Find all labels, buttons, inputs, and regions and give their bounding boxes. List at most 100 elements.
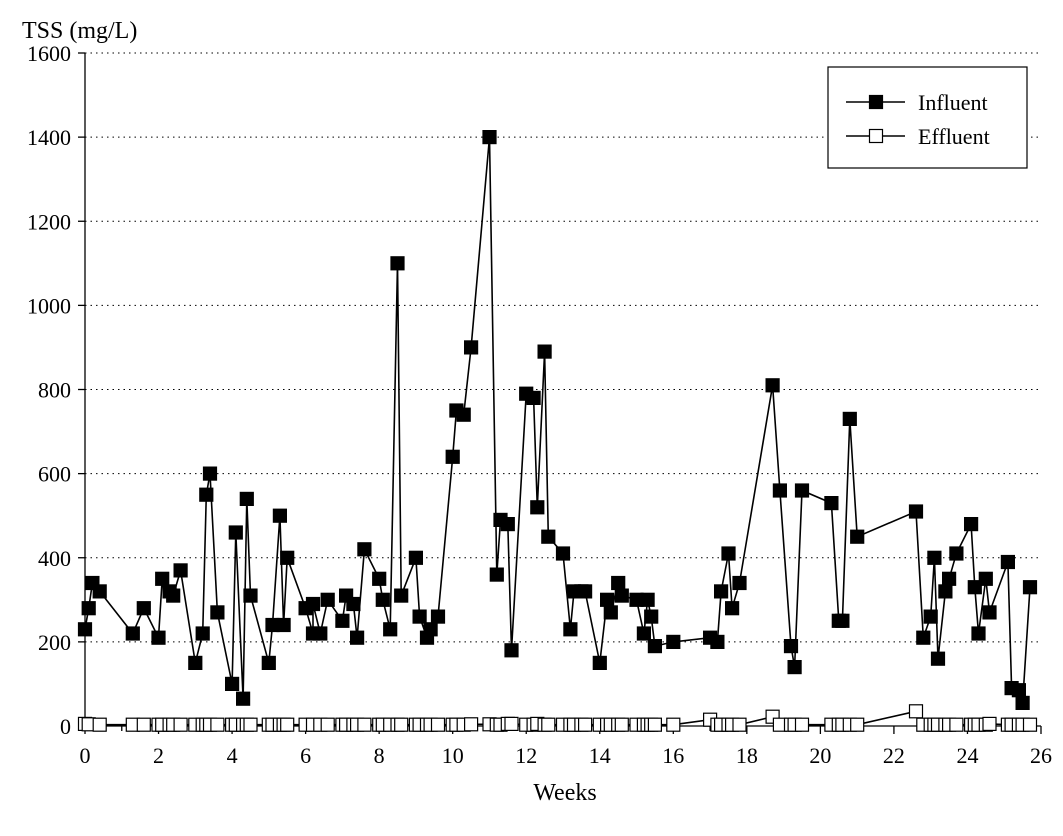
- influent-marker-33: [346, 596, 361, 612]
- influent-marker-68: [611, 575, 626, 591]
- effluent-marker-84: [794, 717, 810, 732]
- influent-marker-85: [787, 659, 802, 675]
- influent-marker-92: [908, 504, 924, 519]
- effluent-marker-33: [357, 717, 372, 732]
- influent-marker-66: [599, 592, 615, 607]
- y-tick-label-800: 800: [38, 378, 71, 403]
- legend-label-effluent: Effluent: [918, 124, 990, 149]
- effluent-marker-107: [1022, 717, 1038, 732]
- influent-marker-39: [390, 256, 405, 271]
- y-tick-label-0: 0: [60, 714, 71, 739]
- influent-marker-99: [949, 546, 964, 561]
- influent-marker-77: [710, 634, 725, 650]
- influent-marker-5: [136, 601, 151, 616]
- effluent-marker-57: [541, 717, 556, 732]
- influent-marker-79: [721, 546, 736, 561]
- influent-marker-73: [644, 609, 659, 624]
- influent-marker-30: [320, 592, 335, 607]
- effluent-marker-47: [464, 717, 479, 732]
- influent-marker-60: [555, 546, 571, 561]
- influent-marker-81: [732, 575, 747, 591]
- y-tick-label-400: 400: [38, 546, 71, 571]
- effluent-marker-89: [850, 717, 865, 732]
- influent-marker-53: [500, 516, 515, 532]
- influent-marker-49: [464, 340, 479, 355]
- influent-marker-24: [276, 617, 291, 633]
- influent-marker-93: [916, 630, 931, 645]
- influent-marker-4: [125, 626, 140, 641]
- influent-marker-102: [971, 626, 986, 641]
- influent-marker-83: [772, 483, 788, 498]
- influent-marker-71: [636, 626, 652, 641]
- x-tick-label-0: 0: [80, 743, 91, 768]
- influent-marker-10: [173, 563, 188, 578]
- influent-marker-59: [541, 529, 556, 544]
- influent-marker-101: [967, 580, 982, 595]
- influent-marker-56: [526, 390, 541, 405]
- influent-marker-65: [592, 655, 607, 671]
- influent-marker-61: [563, 622, 578, 637]
- influent-marker-3: [92, 584, 107, 599]
- influent-marker-96: [930, 651, 946, 666]
- effluent-marker-2: [92, 717, 107, 732]
- effluent-marker-19: [243, 717, 258, 732]
- x-tick-label-20: 20: [809, 743, 831, 768]
- influent-marker-38: [383, 622, 398, 637]
- legend-marker-influent: [868, 94, 884, 110]
- series-influent: [77, 130, 1038, 711]
- effluent-marker-97: [949, 717, 964, 732]
- influent-marker-72: [640, 592, 655, 607]
- influent-marker-6: [151, 630, 166, 645]
- influent-marker-45: [430, 609, 446, 624]
- x-tick-label-4: 4: [227, 743, 238, 768]
- effluent-marker-73: [666, 717, 681, 732]
- influent-marker-90: [842, 411, 857, 426]
- influent-marker-9: [166, 588, 181, 603]
- influent-marker-95: [927, 550, 942, 565]
- x-tick-label-14: 14: [589, 743, 611, 768]
- influent-marker-37: [375, 592, 390, 607]
- influent-marker-89: [835, 613, 850, 628]
- effluent-marker-28: [320, 717, 335, 732]
- legend-box: [827, 66, 1028, 169]
- influent-marker-35: [357, 542, 372, 557]
- x-tick-label-16: 16: [662, 743, 684, 768]
- x-tick-label-6: 6: [300, 743, 311, 768]
- legend-marker-effluent: [868, 128, 884, 144]
- x-tick-label-22: 22: [883, 743, 905, 768]
- x-axis-title: Weeks: [533, 780, 596, 806]
- influent-marker-97: [938, 584, 953, 599]
- effluent-marker-38: [394, 717, 409, 732]
- influent-marker-7: [155, 571, 170, 586]
- influent-marker-36: [372, 571, 387, 586]
- y-tick-label-1000: 1000: [27, 293, 71, 318]
- influent-marker-50: [482, 130, 497, 145]
- influent-marker-104: [982, 605, 997, 620]
- influent-marker-23: [272, 508, 287, 523]
- effluent-marker-43: [430, 717, 446, 732]
- influent-marker-109: [1022, 580, 1038, 595]
- y-axis-title: TSS (mg/L): [22, 18, 137, 44]
- influent-marker-108: [1015, 695, 1030, 711]
- y-tick-label-1400: 1400: [27, 125, 71, 150]
- influent-marker-84: [783, 638, 799, 654]
- influent-marker-48: [456, 407, 471, 422]
- influent-marker-14: [202, 466, 218, 481]
- influent-marker-19: [239, 491, 254, 506]
- influent-marker-51: [489, 567, 504, 582]
- influent-marker-21: [261, 655, 276, 671]
- influent-marker-40: [394, 588, 409, 603]
- influent-marker-100: [963, 516, 979, 532]
- effluent-marker-24: [280, 717, 295, 732]
- influent-marker-87: [824, 496, 839, 511]
- influent-marker-105: [1000, 554, 1016, 570]
- influent-marker-12: [195, 626, 210, 641]
- influent-marker-74: [647, 638, 663, 654]
- effluent-marker-4: [136, 717, 151, 732]
- influent-marker-28: [305, 596, 321, 612]
- influent-marker-0: [77, 622, 93, 637]
- influent-marker-34: [350, 630, 365, 645]
- influent-marker-58: [537, 344, 552, 359]
- x-tick-label-26: 26: [1030, 743, 1052, 768]
- x-tick-label-2: 2: [153, 743, 164, 768]
